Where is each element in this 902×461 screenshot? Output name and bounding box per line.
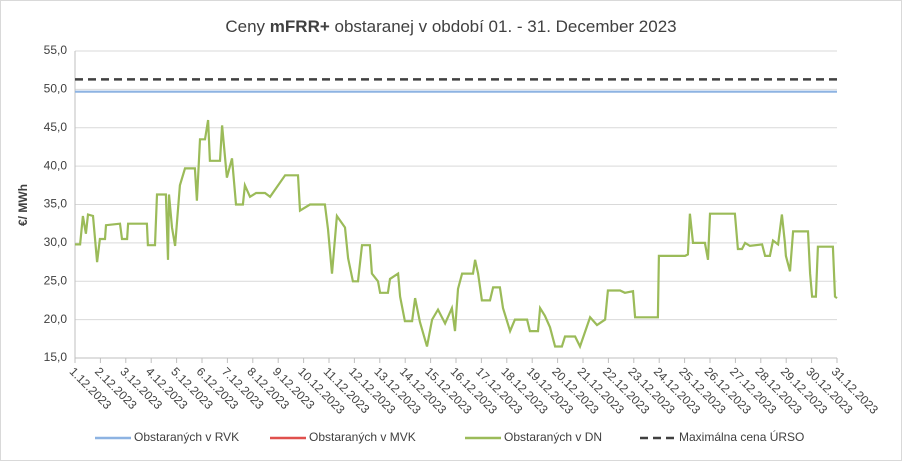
legend-label: Obstaraných v DN	[504, 430, 602, 444]
y-tick-label: 50,0	[44, 82, 68, 96]
title-part: Ceny	[225, 17, 269, 36]
y-axis-label: €/ MWh	[16, 184, 30, 226]
legend-label: Obstaraných v MVK	[309, 430, 416, 444]
y-tick-label: 20,0	[44, 312, 68, 326]
title-part: mFRR+	[270, 17, 330, 36]
y-tick-label: 25,0	[44, 273, 68, 287]
y-tick-label: 15,0	[44, 350, 68, 364]
y-tick-label: 45,0	[44, 120, 68, 134]
y-tick-label: 55,0	[44, 43, 68, 57]
legend-label: Obstaraných v RVK	[134, 430, 239, 444]
y-tick-label: 40,0	[44, 158, 68, 172]
title-part: obstaranej v období 01. - 31. December 2…	[330, 17, 677, 36]
y-tick-label: 30,0	[44, 235, 68, 249]
y-tick-label: 35,0	[44, 197, 68, 211]
chart-title: Ceny mFRR+ obstaranej v období 01. - 31.…	[225, 17, 676, 36]
series-line	[75, 119, 838, 350]
legend-label: Maximálna cena ÚRSO	[679, 429, 804, 444]
